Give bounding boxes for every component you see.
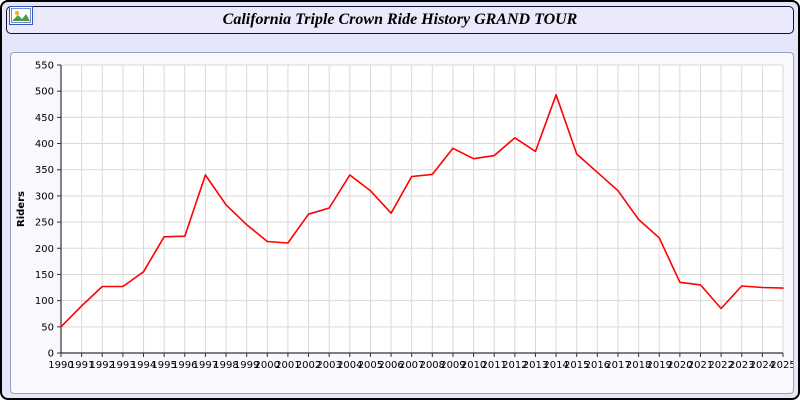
y-tick-label: 350 xyxy=(35,165,54,176)
x-tick-label: 2011 xyxy=(481,360,506,371)
x-tick-label: 2006 xyxy=(378,360,403,371)
x-tick-label: 2013 xyxy=(523,360,548,371)
y-tick-label: 250 xyxy=(35,218,54,229)
title-bar: California Triple Crown Ride History GRA… xyxy=(6,6,794,34)
x-tick-label: 2004 xyxy=(337,360,362,371)
x-tick-label: 1998 xyxy=(213,360,238,371)
y-tick-label: 200 xyxy=(35,244,54,255)
y-tick-label: 500 xyxy=(35,87,54,98)
x-tick-label: 2014 xyxy=(543,360,568,371)
x-tick-label: 2002 xyxy=(296,360,321,371)
x-tick-label: 1999 xyxy=(234,360,259,371)
x-tick-label: 1994 xyxy=(131,360,156,371)
x-tick-label: 2023 xyxy=(729,360,754,371)
x-tick-label: 2025 xyxy=(770,360,793,371)
x-tick-label: 1991 xyxy=(69,360,94,371)
chart-panel: 1990 1991 1992 1993 1994 1995 1996 1997 1998 1999… xyxy=(10,52,794,394)
x-tick-label: 2024 xyxy=(750,360,775,371)
x-tick-label: 2012 xyxy=(502,360,527,371)
page-title: California Triple Crown Ride History GRA… xyxy=(222,11,578,28)
x-tick-label: 2000 xyxy=(255,360,280,371)
y-tick-label: 0 xyxy=(48,349,54,360)
x-tick-label: 2007 xyxy=(399,360,424,371)
x-tick-label: 2017 xyxy=(605,360,630,371)
x-tick-label: 2020 xyxy=(667,360,692,371)
x-tick-label: 2008 xyxy=(420,360,445,371)
x-tick-label: 1997 xyxy=(193,360,218,371)
x-tick-label: 1995 xyxy=(151,360,176,371)
y-tick-label: 400 xyxy=(35,139,54,150)
ride-history-chart: 1990199119921993199419951996199719981999… xyxy=(16,61,793,372)
x-tick-label: 2003 xyxy=(316,360,341,371)
x-tick-label: 2009 xyxy=(440,360,465,371)
x-tick-label: 2010 xyxy=(461,360,486,371)
x-tick-label: 2005 xyxy=(358,360,383,371)
x-tick-label: 2022 xyxy=(708,360,733,371)
plot-area xyxy=(61,65,783,353)
y-tick-label: 450 xyxy=(35,113,54,124)
x-tick-label: 2001 xyxy=(275,360,300,371)
x-tick-label: 1990 xyxy=(48,360,73,371)
y-tick-label: 100 xyxy=(35,296,54,307)
x-tick-label: 1993 xyxy=(110,360,135,371)
x-tick-label: 1996 xyxy=(172,360,197,371)
x-tick-label: 2016 xyxy=(585,360,610,371)
x-tick-label: 2021 xyxy=(688,360,713,371)
x-tick-label: 2015 xyxy=(564,360,589,371)
y-tick-label: 300 xyxy=(35,191,54,202)
y-tick-label: 550 xyxy=(35,61,54,72)
y-tick-label: 150 xyxy=(35,270,54,281)
photo-icon[interactable] xyxy=(9,6,33,25)
x-tick-label: 2018 xyxy=(626,360,651,371)
y-axis-title: Riders xyxy=(16,191,27,227)
riders-line xyxy=(60,93,784,328)
x-tick-label: 2019 xyxy=(647,360,672,371)
photo-icon-glyph xyxy=(11,8,31,23)
y-tick-label: 50 xyxy=(41,322,54,333)
x-tick-label: 1992 xyxy=(90,360,115,371)
